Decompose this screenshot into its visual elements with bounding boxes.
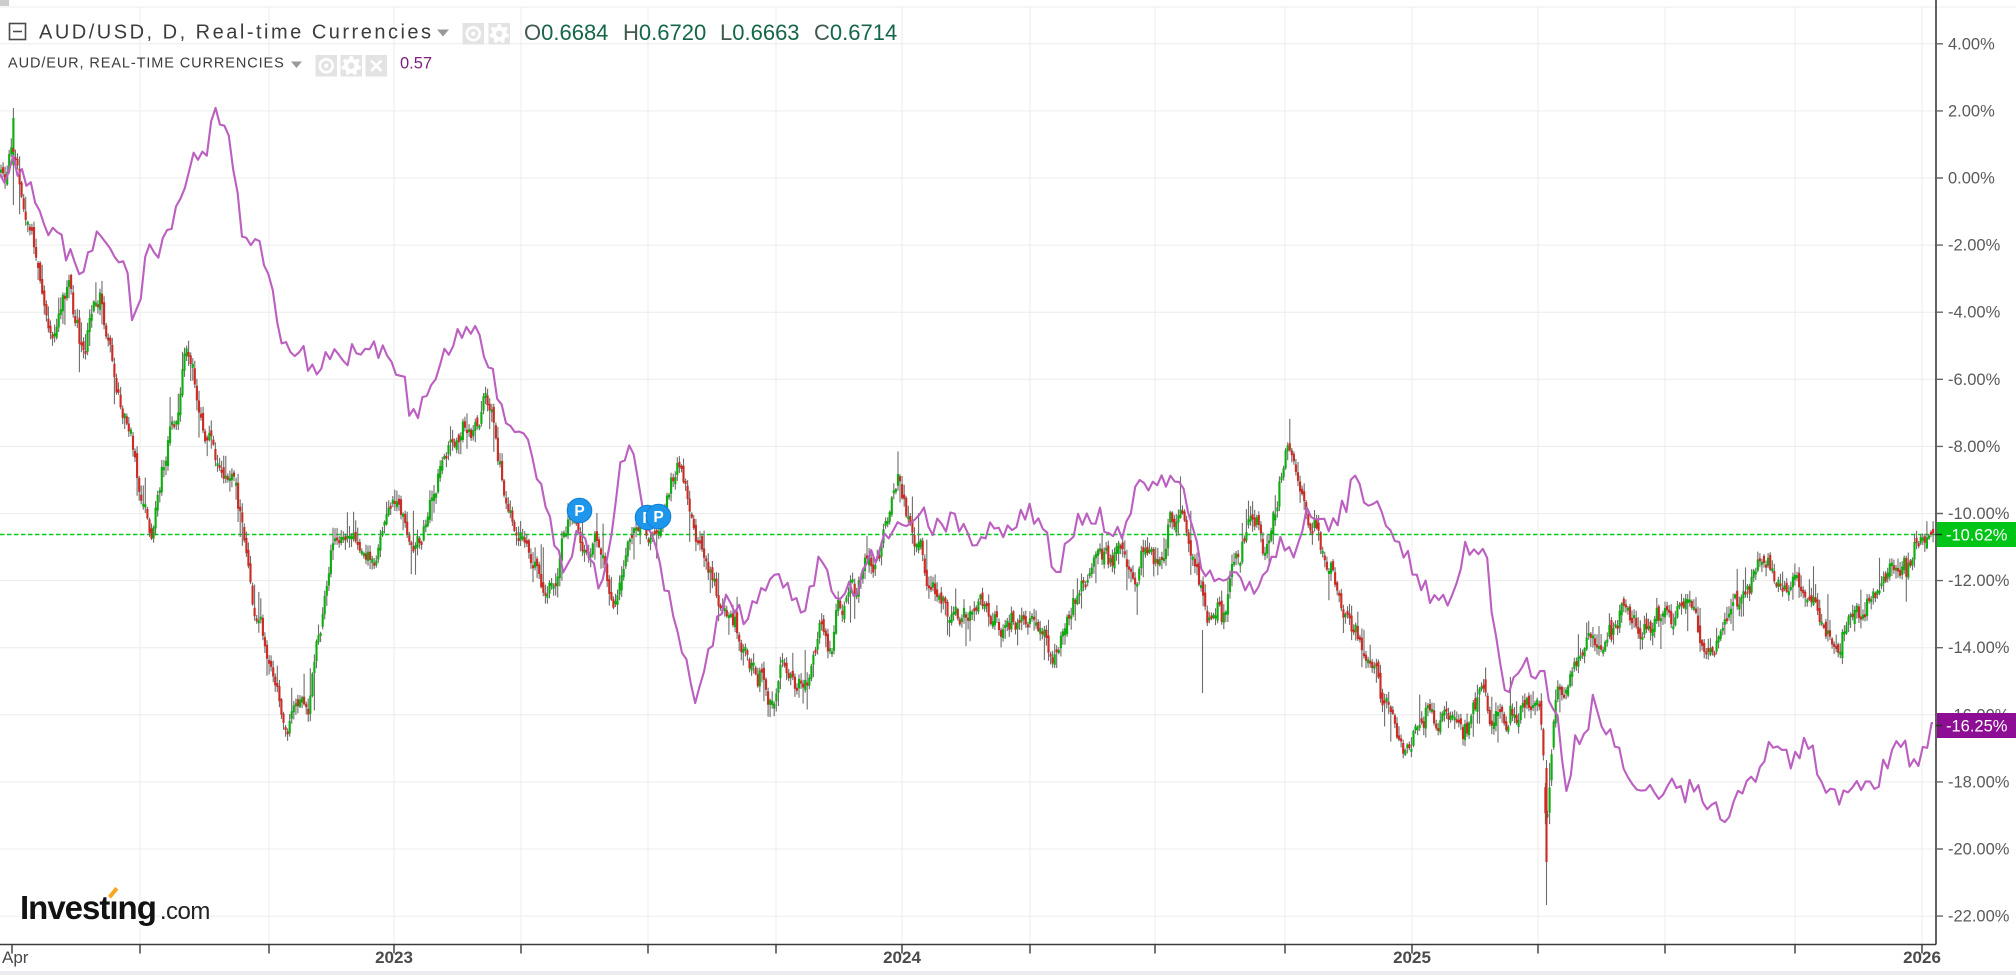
svg-text:-10.00%: -10.00% [1948, 505, 2010, 523]
svg-text:AUD/EUR, REAL-TIME CURRENCIES: AUD/EUR, REAL-TIME CURRENCIES [8, 56, 285, 72]
svg-text:4.00%: 4.00% [1948, 35, 1995, 53]
svg-text:-14.00%: -14.00% [1948, 639, 2010, 657]
svg-text:-18.00%: -18.00% [1948, 773, 2010, 791]
svg-text:-10.62%: -10.62% [1946, 527, 2008, 545]
svg-text:AUD/USD, D, Real-time Currenci: AUD/USD, D, Real-time Currencies [39, 22, 434, 44]
svg-text:-22.00%: -22.00% [1948, 908, 2010, 926]
svg-text:-20.00%: -20.00% [1948, 841, 2010, 859]
svg-text:0.00%: 0.00% [1948, 170, 1995, 188]
svg-text:H0.6720: H0.6720 [623, 20, 706, 45]
svg-text:2026: 2026 [1903, 948, 1941, 967]
svg-text:-2.00%: -2.00% [1948, 237, 2001, 255]
svg-text:-8.00%: -8.00% [1948, 438, 2001, 456]
svg-text:2023: 2023 [375, 948, 413, 967]
svg-text:2025: 2025 [1393, 948, 1431, 967]
svg-text:2.00%: 2.00% [1948, 102, 1995, 120]
svg-text:-12.00%: -12.00% [1948, 572, 2010, 590]
svg-text:2024: 2024 [883, 948, 921, 967]
svg-text:O0.6684: O0.6684 [524, 20, 608, 45]
svg-text:P: P [653, 509, 663, 526]
svg-text:P: P [574, 503, 584, 520]
svg-text:-6.00%: -6.00% [1948, 371, 2001, 389]
svg-text:L0.6663: L0.6663 [720, 20, 800, 45]
svg-text:-16.25%: -16.25% [1946, 718, 2008, 736]
svg-text:0.57: 0.57 [400, 55, 432, 73]
svg-text:Apr: Apr [2, 948, 29, 967]
svg-text:C0.6714: C0.6714 [814, 20, 897, 45]
svg-text:-4.00%: -4.00% [1948, 304, 2001, 322]
